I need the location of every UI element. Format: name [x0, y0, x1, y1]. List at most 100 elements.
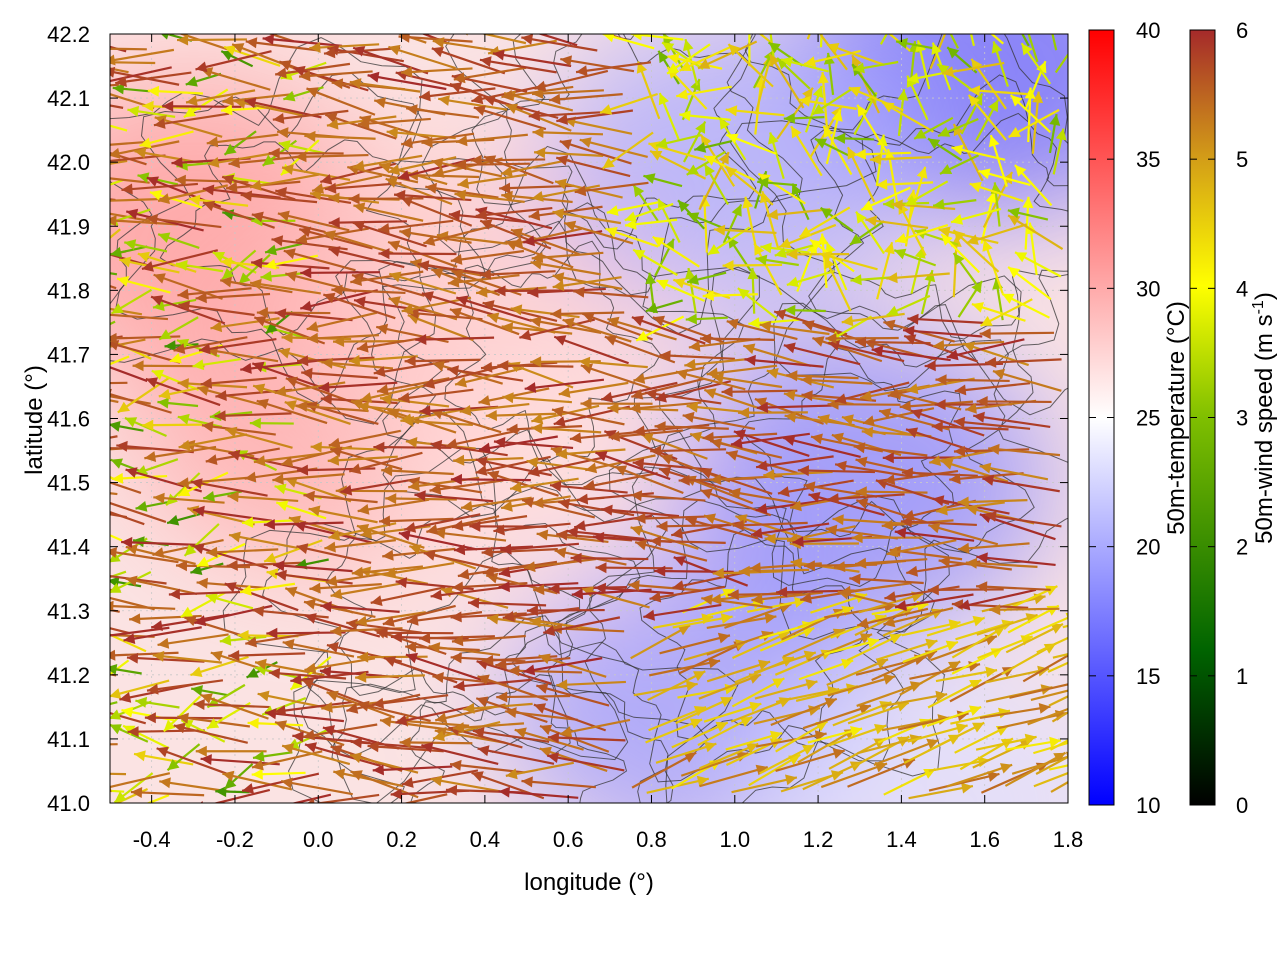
wind-arrow-shaft — [252, 609, 329, 619]
wind-arrow-head — [856, 211, 867, 224]
x-tick-label: 0.0 — [303, 827, 334, 852]
wind-arrow-head — [478, 442, 491, 454]
wind-arrow-head — [319, 666, 332, 678]
wind-arrow-shaft — [633, 366, 705, 382]
wind-arrow-head — [635, 539, 648, 551]
wind-arrow-head — [534, 147, 546, 159]
wind-arrow-shaft — [502, 395, 573, 404]
wind-arrow-shaft — [110, 550, 179, 564]
wind-arrow-head — [759, 320, 772, 332]
wind-arrow-shaft — [732, 521, 808, 527]
wind-arrow-shaft — [769, 34, 776, 64]
wind-arrow-head — [388, 240, 401, 251]
wind-arrow-shaft — [931, 425, 1009, 431]
wind-arrow-head — [764, 533, 776, 545]
wind-arrow-head — [660, 454, 673, 465]
wind-arrow-head — [808, 492, 821, 503]
wind-arrow-shaft — [110, 93, 155, 110]
wind-arrow-head — [244, 471, 257, 483]
wind-arrow-shaft — [110, 481, 142, 494]
wind-arrow-head — [177, 378, 189, 390]
wind-arrow-head — [419, 632, 431, 644]
y-tick-label: 41.7 — [47, 342, 90, 367]
wind-arrow-head — [814, 138, 828, 149]
wind-arrow-head — [685, 313, 697, 325]
wind-arrow-head — [240, 584, 252, 596]
wind-arrow-shaft — [508, 669, 583, 674]
wind-arrow-shaft — [110, 651, 179, 657]
wind-arrow-head — [768, 42, 781, 54]
wind-arrow-shaft — [871, 649, 938, 682]
wind-arrow-head — [654, 391, 667, 403]
wind-arrow-head — [438, 95, 450, 106]
wind-arrow-shaft — [861, 430, 932, 438]
wind-arrow-head — [938, 556, 951, 568]
wind-arrow-head — [200, 754, 212, 765]
wind-arrow-shaft — [177, 381, 248, 389]
wind-arrow-head — [367, 71, 380, 83]
wind-arrow-head — [679, 110, 691, 122]
wind-arrow-head — [859, 633, 873, 644]
wind-arrow-head — [632, 458, 645, 469]
wind-arrow-head — [855, 557, 867, 569]
wind-arrow-head — [601, 391, 614, 403]
wind-arrow-shaft — [159, 780, 230, 793]
wind-arrow-head — [388, 44, 401, 56]
wind-arrow-head — [110, 332, 117, 344]
wind-arrow-head — [945, 11, 955, 23]
wind-arrow-head — [156, 746, 169, 758]
wind-arrow-head — [333, 336, 345, 347]
wind-arrow-head — [828, 340, 841, 351]
wind-arrow-head — [210, 650, 223, 662]
wind-arrow-head — [523, 664, 536, 676]
wind-arrow-shaft — [930, 635, 998, 662]
wind-arrow-head — [841, 414, 854, 426]
wind-arrow-shaft — [417, 262, 495, 277]
wind-arrow-head — [939, 164, 953, 174]
wind-arrow-shaft — [607, 406, 679, 412]
wind-arrow-head — [924, 360, 936, 372]
wind-arrow-head — [168, 588, 180, 600]
wind-arrow-shaft — [475, 208, 553, 230]
wind-arrow-shaft — [346, 621, 422, 634]
wind-arrow-head — [206, 136, 219, 148]
wind-arrow-head — [524, 561, 536, 573]
wind-arrow-head — [81, 629, 92, 640]
wind-arrow-shaft — [553, 335, 629, 365]
wind-arrow-shaft — [480, 34, 527, 45]
wind-arrow-shaft — [524, 378, 605, 390]
wind-arrow-head — [954, 445, 966, 457]
wind-arrow-head — [126, 652, 139, 664]
wind-arrow-head — [576, 493, 589, 505]
wind-arrow-shaft — [241, 772, 320, 792]
y-tick-label: 42.1 — [47, 86, 90, 111]
wind-arrow-shaft — [528, 205, 603, 218]
wind-arrow-head — [966, 234, 979, 245]
wind-arrow-shaft — [234, 100, 303, 117]
wind-arrow-head — [452, 722, 465, 734]
wind-arrow-head — [127, 105, 140, 117]
wind-arrow-head — [461, 500, 473, 512]
wind-arrow-head — [907, 313, 919, 325]
wind-arrow-head — [891, 199, 903, 211]
wind-arrow-head — [727, 589, 739, 601]
wind-arrow-shaft — [110, 338, 146, 348]
wind-arrow-head — [50, 580, 61, 591]
wind-arrow-head — [961, 782, 973, 794]
wind-arrow-head — [45, 263, 57, 274]
contour-line — [378, 202, 745, 486]
wind-arrow-head — [303, 490, 315, 502]
wind-arrow-head — [250, 278, 262, 290]
wind-arrow-head — [932, 495, 945, 507]
wind-arrow-head — [693, 671, 706, 682]
wind-arrow-head — [963, 341, 976, 353]
wind-arrow-shaft — [301, 371, 378, 380]
wind-arrow-head — [1008, 127, 1021, 138]
wind-arrow-head — [180, 606, 194, 617]
wind-arrow-shaft — [731, 776, 798, 794]
wind-arrow-head — [502, 20, 514, 31]
wind-arrow-head — [177, 288, 189, 300]
wind-arrow-head — [171, 157, 183, 168]
wind-arrow-head — [473, 105, 486, 116]
wind-arrow-head — [398, 170, 410, 181]
